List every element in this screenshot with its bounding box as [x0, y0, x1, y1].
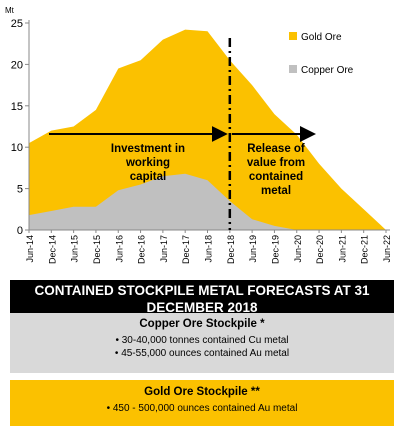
- legend-swatch: [289, 65, 297, 73]
- x-tick-label: Jun-15: [70, 235, 80, 263]
- x-tick-label: Jun-21: [337, 235, 347, 263]
- stockpile-chart: 0 5 10 15 20 25 Mt Jun-14 Dec-14 Jun-15 Dec-15 Jun-…: [5, 6, 392, 264]
- x-tick-label: Dec-15: [92, 235, 102, 264]
- y-tick-label: 10: [11, 142, 23, 154]
- x-tick-label: Jun-20: [293, 235, 303, 263]
- gold-ore-area: [29, 29, 386, 230]
- x-tick-label: Jun-19: [248, 235, 258, 263]
- gold-box-list: 450 - 500,000 ounces contained Au metal: [10, 402, 394, 415]
- x-tick-label: Jun-14: [25, 235, 35, 263]
- copper-ore-box: Copper Ore Stockpile * 30-40,000 tonnes …: [10, 313, 394, 373]
- legend-label: Gold Ore: [301, 32, 342, 43]
- x-tick-label: Jun-17: [159, 235, 169, 263]
- gold-box-title: Gold Ore Stockpile **: [144, 386, 260, 398]
- copper-box-item: 30-40,000 tonnes contained Cu metal: [10, 334, 394, 347]
- x-tick-label: Dec-14: [47, 235, 57, 264]
- forecast-title: CONTAINED STOCKPILE METAL FORECASTS AT 3…: [10, 280, 394, 318]
- x-tick-label: Dec-18: [226, 235, 236, 264]
- x-tick-label: Dec-17: [181, 235, 191, 264]
- x-tick-label: Jun-18: [204, 235, 214, 263]
- legend-swatch: [289, 32, 297, 40]
- investment-annotation: Investment in working capital: [111, 143, 185, 183]
- legend-label: Copper Ore: [301, 65, 354, 76]
- copper-box-title: Copper Ore Stockpile *: [139, 318, 265, 330]
- x-tick-label: Jun-22: [382, 235, 392, 263]
- y-tick-label: 5: [17, 184, 23, 196]
- gold-ore-box: Gold Ore Stockpile ** 450 - 500,000 ounc…: [10, 380, 394, 426]
- y-unit-label: Mt: [5, 6, 15, 15]
- y-tick-label: 0: [17, 225, 23, 237]
- x-tick-label: Dec-20: [315, 235, 325, 264]
- copper-box-list: 30-40,000 tonnes contained Cu metal 45-5…: [10, 334, 394, 360]
- gold-box-item: 450 - 500,000 ounces contained Au metal: [10, 402, 394, 415]
- y-tick-label: 25: [11, 18, 23, 30]
- release-annotation: Release of value from contained metal: [247, 143, 305, 197]
- y-tick-label: 20: [11, 59, 23, 71]
- x-tick-label: Dec-21: [360, 235, 370, 264]
- copper-ore-area: [29, 173, 386, 230]
- title-line-1: CONTAINED STOCKPILE METAL FORECASTS AT 3…: [34, 283, 370, 298]
- title-line-2: DECEMBER 2018: [146, 300, 258, 315]
- y-tick-label: 15: [11, 101, 23, 113]
- x-tick-label: Dec-19: [270, 235, 280, 264]
- copper-box-item: 45-55,000 ounces contained Au metal: [10, 347, 394, 360]
- x-tick-label: Jun-16: [114, 235, 124, 263]
- x-tick-label: Dec-16: [137, 235, 147, 264]
